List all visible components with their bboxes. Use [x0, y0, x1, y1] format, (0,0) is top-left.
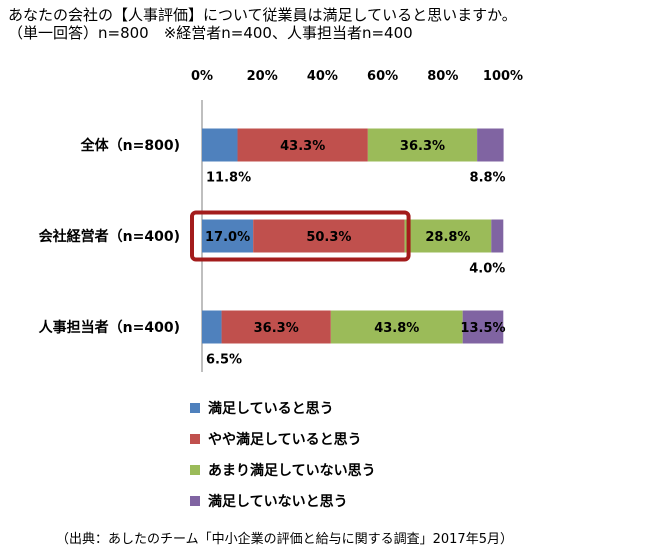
- data-label: 17.0%: [205, 230, 250, 245]
- x-tick-label: 0%: [191, 69, 213, 84]
- legend-entry: 満足していないと思う: [208, 493, 348, 510]
- bar-segment: [202, 310, 222, 344]
- bar-segment: [253, 219, 405, 253]
- category-label: 人事担当者（n=400): [39, 319, 180, 336]
- legend-entry: 満足していると思う: [208, 400, 334, 417]
- bar-segment: [237, 128, 368, 162]
- x-tick-label: 40%: [307, 69, 338, 84]
- data-label: 50.3%: [306, 230, 351, 245]
- bar-segment: [477, 128, 504, 162]
- data-label: 8.8%: [470, 171, 506, 186]
- bar-segment: [221, 310, 331, 344]
- data-label: 28.8%: [425, 230, 470, 245]
- bar-segment: [404, 219, 492, 253]
- data-label: 36.3%: [254, 321, 299, 336]
- chart-title: あなたの会社の【人事評価】について従業員は満足していると思いますか。: [8, 6, 517, 24]
- legend-swatch: [190, 465, 200, 475]
- category-label: 全体（n=800): [80, 137, 180, 154]
- bar-segment: [491, 219, 504, 253]
- chart-subtitle: （単一回答）n=800 ※経営者n=400、人事担当者n=400: [8, 24, 413, 42]
- legend-swatch: [190, 403, 200, 413]
- category-label: 会社経営者（n=400): [39, 228, 180, 245]
- legend-entry: あまり満足していない思う: [208, 462, 376, 479]
- bar-segment: [202, 128, 238, 162]
- highlight-box: [190, 210, 411, 262]
- legend-entry: やや満足していると思う: [208, 431, 362, 448]
- x-tick-label: 20%: [247, 69, 278, 84]
- bar-segment: [330, 310, 463, 344]
- data-label: 43.8%: [374, 321, 419, 336]
- legend-swatch: [190, 434, 200, 444]
- data-label: 6.5%: [206, 353, 242, 368]
- x-tick-label: 80%: [427, 69, 458, 84]
- data-label: 4.0%: [469, 262, 505, 277]
- source-note: （出典：あしたのチーム「中小企業の評価と給与に関する調査」2017年5月）: [56, 532, 513, 547]
- data-label: 36.3%: [400, 139, 445, 154]
- legend-swatch: [190, 496, 200, 506]
- bar-segment: [202, 219, 254, 253]
- data-label: 11.8%: [206, 171, 251, 186]
- bar-segment: [462, 310, 504, 344]
- data-label: 13.5%: [460, 321, 505, 336]
- x-tick-label: 100%: [483, 69, 523, 84]
- bar-segment: [367, 128, 478, 162]
- x-tick-label: 60%: [367, 69, 398, 84]
- data-label: 43.3%: [280, 139, 325, 154]
